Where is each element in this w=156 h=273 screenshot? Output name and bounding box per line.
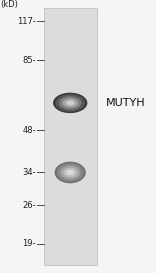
Ellipse shape <box>59 96 81 109</box>
Text: 48-: 48- <box>22 126 36 135</box>
Ellipse shape <box>53 93 87 113</box>
Ellipse shape <box>66 100 75 105</box>
Ellipse shape <box>66 170 74 175</box>
Text: MUTYH: MUTYH <box>106 98 146 108</box>
Text: 19-: 19- <box>22 239 36 248</box>
Text: 26-: 26- <box>22 201 36 210</box>
Text: 117-: 117- <box>17 17 36 26</box>
Ellipse shape <box>56 94 85 112</box>
Text: (kD): (kD) <box>0 0 18 9</box>
Ellipse shape <box>55 162 86 183</box>
Ellipse shape <box>57 163 83 182</box>
Text: 34-: 34- <box>22 168 36 177</box>
Ellipse shape <box>62 98 78 108</box>
Ellipse shape <box>60 165 80 180</box>
Text: 85-: 85- <box>22 56 36 65</box>
Ellipse shape <box>63 168 77 177</box>
Bar <box>44 8 97 265</box>
